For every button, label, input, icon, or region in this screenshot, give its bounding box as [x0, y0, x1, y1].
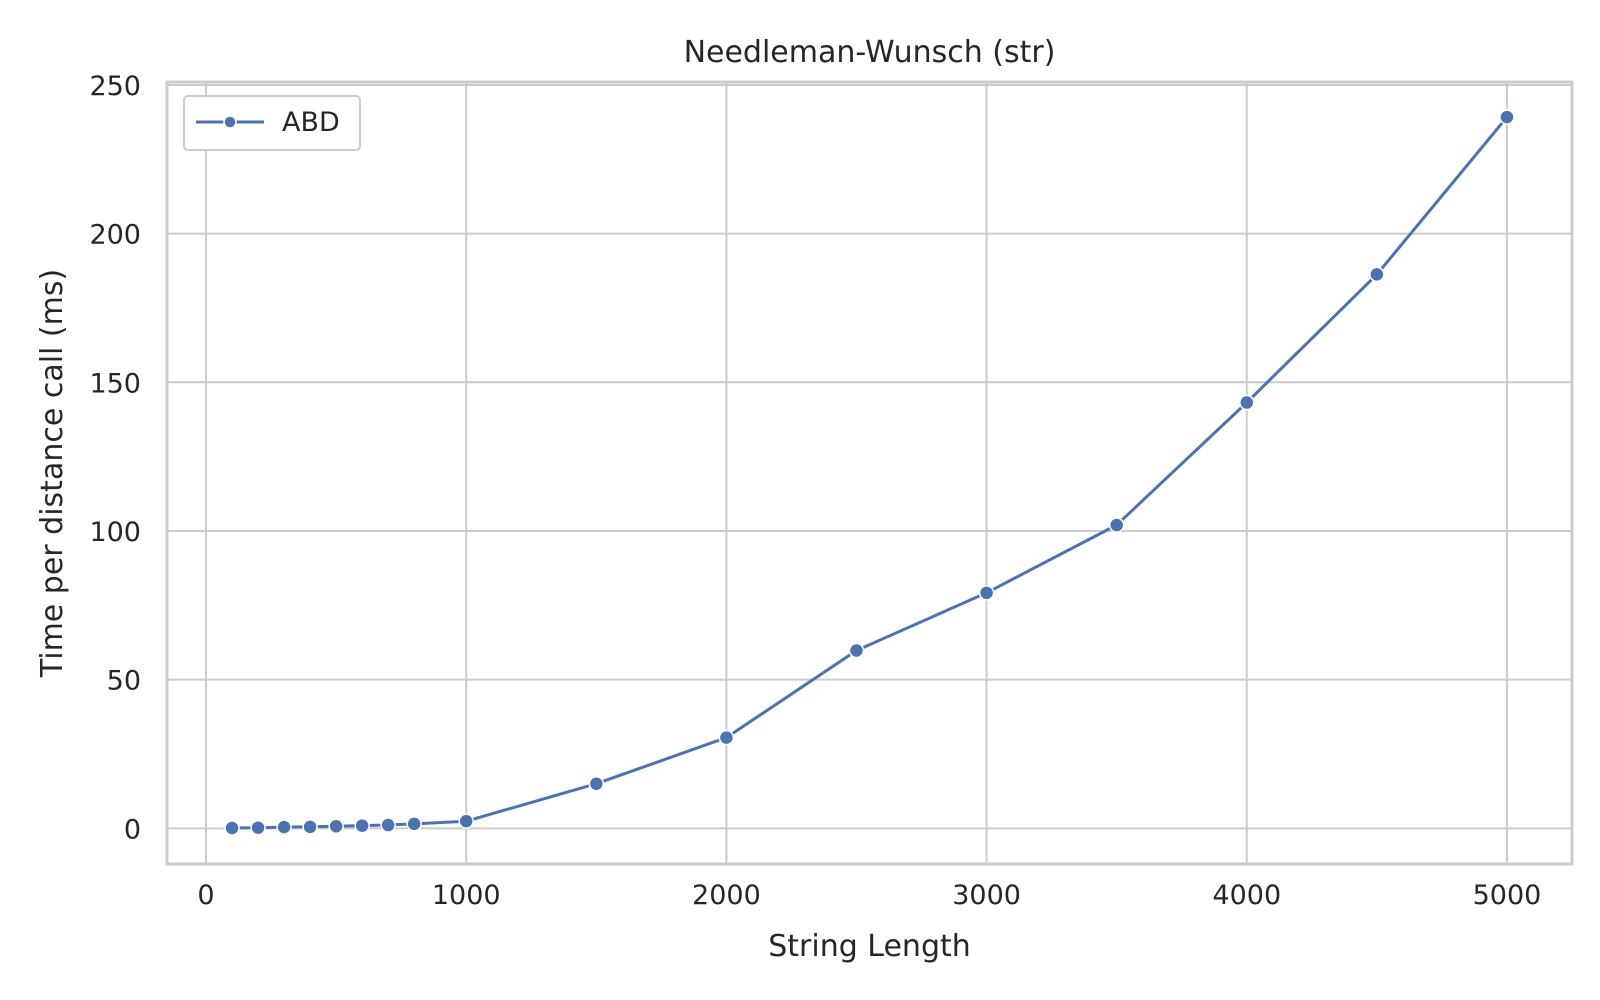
- y-tick-label: 100: [89, 517, 141, 548]
- x-tick-label: 1000: [432, 880, 501, 911]
- data-point: [588, 775, 605, 792]
- data-point: [978, 585, 995, 601]
- data-point: [276, 819, 292, 835]
- data-point: [1108, 517, 1125, 533]
- legend-marker-swatch: [223, 115, 237, 129]
- x-tick-label: 4000: [1212, 880, 1281, 911]
- gridlines: [167, 82, 1572, 864]
- y-tick-label: 250: [89, 71, 141, 102]
- y-tick-label: 200: [89, 220, 141, 251]
- data-point: [328, 818, 344, 834]
- data-point: [354, 817, 370, 834]
- legend-label: ABD: [282, 107, 340, 138]
- y-tick-label: 50: [107, 666, 141, 697]
- x-tick-labels: 0 1000 2000 3000 4000 5000: [197, 880, 1541, 911]
- data-point: [224, 820, 240, 836]
- data-point: [406, 816, 422, 832]
- x-tick-label: 3000: [952, 880, 1021, 911]
- data-point: [380, 817, 396, 833]
- data-point: [848, 642, 865, 659]
- x-tick-label: 5000: [1473, 880, 1542, 911]
- x-tick-label: 2000: [692, 880, 761, 911]
- chart-title: Needleman-Wunsch (str): [684, 35, 1056, 70]
- data-point: [458, 813, 474, 829]
- series-layer: [224, 109, 1515, 836]
- legend-box: [183, 95, 361, 151]
- y-tick-label: 150: [89, 368, 141, 399]
- data-point: [250, 819, 266, 836]
- y-tick-label: 0: [124, 814, 141, 845]
- x-axis-label: String Length: [768, 929, 971, 964]
- data-point: [302, 819, 318, 835]
- legend: ABD: [183, 95, 361, 151]
- data-point: [718, 729, 735, 746]
- data-point: [1369, 266, 1385, 283]
- y-axis-label: Time per distance call (ms): [35, 269, 70, 678]
- data-point: [1239, 394, 1255, 411]
- y-tick-labels: 0 50 100 150 200 250: [89, 71, 141, 845]
- x-tick-label: 0: [197, 880, 214, 911]
- plot-frame: [165, 80, 1574, 866]
- data-point: [1499, 109, 1515, 125]
